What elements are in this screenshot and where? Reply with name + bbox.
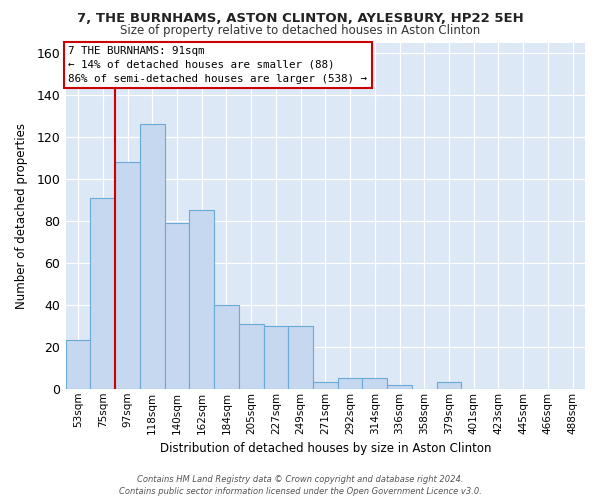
Bar	[387, 384, 412, 389]
Bar	[91, 198, 115, 389]
Bar	[288, 326, 313, 389]
Text: Contains HM Land Registry data © Crown copyright and database right 2024.
Contai: Contains HM Land Registry data © Crown c…	[119, 474, 481, 496]
Bar	[362, 378, 387, 389]
Bar	[239, 324, 263, 389]
Bar	[190, 210, 214, 389]
Bar	[115, 162, 140, 389]
Text: Size of property relative to detached houses in Aston Clinton: Size of property relative to detached ho…	[120, 24, 480, 37]
X-axis label: Distribution of detached houses by size in Aston Clinton: Distribution of detached houses by size …	[160, 442, 491, 455]
Y-axis label: Number of detached properties: Number of detached properties	[15, 122, 28, 308]
Bar	[263, 326, 288, 389]
Bar	[313, 382, 338, 389]
Bar	[66, 340, 91, 389]
Bar	[338, 378, 362, 389]
Text: 7, THE BURNHAMS, ASTON CLINTON, AYLESBURY, HP22 5EH: 7, THE BURNHAMS, ASTON CLINTON, AYLESBUR…	[77, 12, 523, 26]
Bar	[437, 382, 461, 389]
Bar	[214, 305, 239, 389]
Bar	[140, 124, 164, 389]
Bar	[164, 223, 190, 389]
Text: 7 THE BURNHAMS: 91sqm
← 14% of detached houses are smaller (88)
86% of semi-deta: 7 THE BURNHAMS: 91sqm ← 14% of detached …	[68, 46, 367, 84]
